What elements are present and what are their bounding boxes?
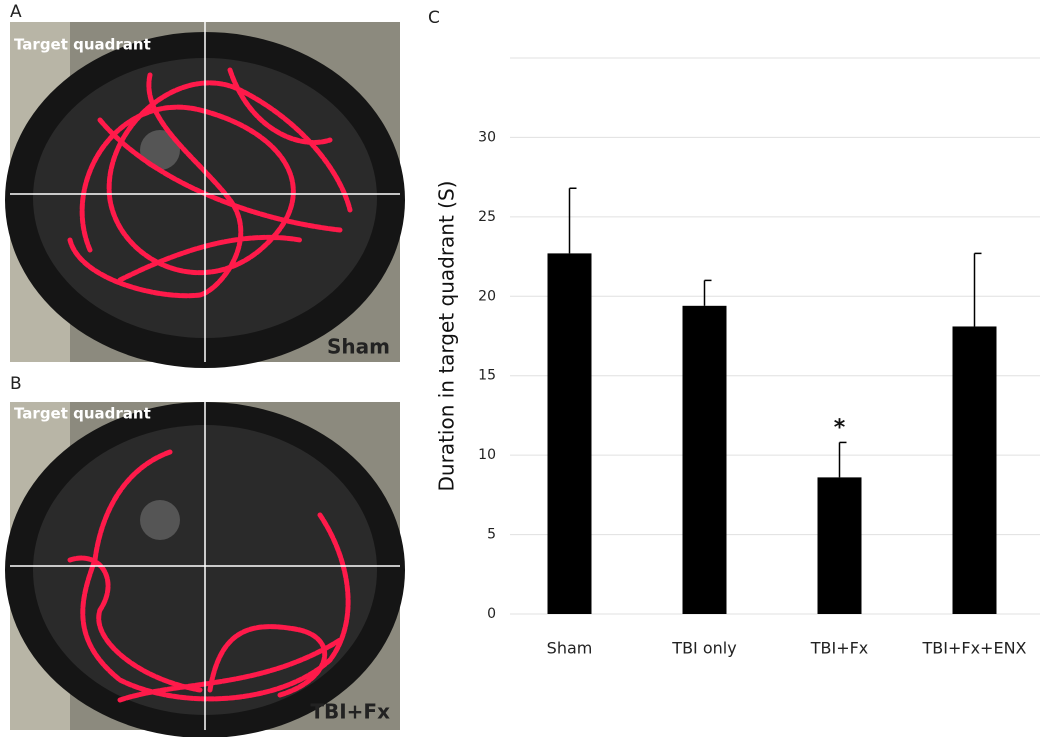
y-tick-label: 15 (478, 368, 496, 384)
x-tick-label: TBI+Fx+ENX (922, 639, 1027, 658)
y-tick-label: 10 (478, 447, 496, 463)
x-tick-label: TBI+Fx (810, 639, 869, 658)
bar (682, 305, 727, 614)
x-tick-label: TBI only (671, 639, 736, 658)
group-label: TBI+Fx (310, 700, 390, 724)
bar (547, 253, 592, 614)
y-tick-label: 30 (478, 129, 496, 145)
panel-label: C (428, 8, 440, 28)
y-tick-label: 5 (487, 527, 496, 543)
photo-a (5, 22, 405, 368)
corner-text: Target quadrant (14, 36, 151, 54)
y-axis-label: Duration in target quadrant (S) (435, 181, 459, 492)
bar (952, 326, 997, 614)
annotation: * (834, 415, 846, 440)
y-tick-label: 25 (478, 209, 496, 225)
y-tick-label: 0 (487, 606, 496, 622)
bar (817, 477, 862, 614)
panel-label: B (10, 374, 22, 394)
x-tick-label: Sham (547, 639, 593, 658)
corner-text: Target quadrant (14, 405, 151, 423)
photo-b (5, 402, 405, 737)
plot: 0 5 10 15 20 25 30 Sham TBI only TBI+Fx TBI+Fx+ENX… (478, 57, 1040, 658)
panel-label: A (10, 2, 22, 22)
group-label: Sham (327, 335, 390, 359)
y-tick-label: 20 (478, 288, 496, 304)
